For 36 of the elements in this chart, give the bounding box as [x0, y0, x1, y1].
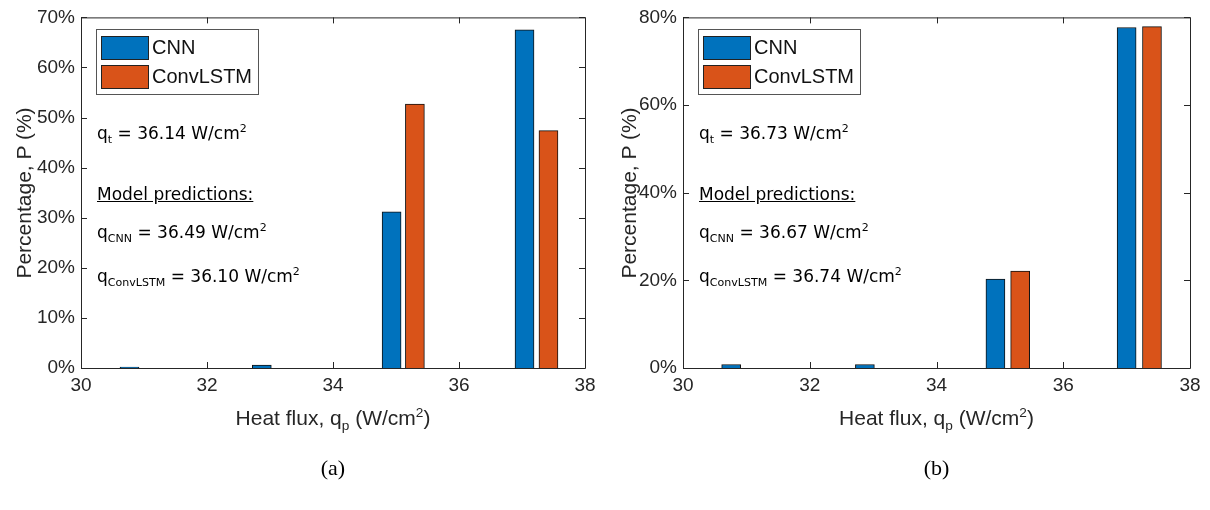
x-axis-title: Heat flux, q$_{p}$ (W/cm$^{2}$)	[234, 405, 432, 434]
legend-label: CNN	[754, 36, 798, 60]
y-axis-title: Percentage, P (%)	[617, 107, 640, 279]
x-tick-label: 38	[1179, 373, 1201, 395]
text: (b)	[922, 455, 951, 481]
x-tick-label: 36	[448, 373, 470, 395]
x-axis-title: Heat flux, q$_{p}$ (W/cm$^{2}$)	[838, 405, 1035, 434]
annotation: q$_{t}$ = 36.73 W/cm$^{2}$	[699, 121, 850, 149]
legend-label: CNN	[152, 36, 196, 60]
legend-label: ConvLSTM	[152, 65, 253, 89]
annotation: q$_{ConvLSTM}$ = 36.74 W/cm$^{2}$	[699, 264, 902, 292]
x-tick-label: 34	[925, 373, 948, 395]
y-tick-label: 70%	[36, 5, 76, 27]
y-tick-label: 20%	[36, 256, 76, 278]
y-tick-label: 80%	[638, 5, 678, 27]
x-tick-label: 32	[196, 373, 218, 395]
x-tick-label: 32	[799, 373, 821, 395]
x-tick-label: 34	[322, 373, 344, 395]
annotation: Model predictions:	[97, 183, 255, 207]
y-tick-label: 50%	[36, 105, 76, 127]
y-axis-title: Percentage, P (%)	[12, 107, 36, 279]
annotation: q$_{t}$ = 36.14 W/cm$^{2}$	[97, 121, 248, 149]
text: (a)	[319, 455, 347, 481]
x-tick-label: 36	[1052, 373, 1074, 395]
y-tick-label: 40%	[638, 180, 678, 202]
y-tick-label: 10%	[36, 306, 76, 328]
legend-label: ConvLSTM	[754, 65, 855, 89]
y-tick-label: 30%	[36, 205, 76, 227]
y-tick-label: 60%	[36, 55, 76, 77]
annotation: q$_{CNN}$ = 36.49 W/cm$^{2}$	[97, 220, 268, 248]
annotation: q$_{ConvLSTM}$ = 36.10 W/cm$^{2}$	[97, 264, 300, 292]
annotation: Model predictions:	[699, 183, 857, 207]
y-tick-label: 20%	[638, 268, 678, 290]
y-tick-label: 40%	[36, 155, 76, 177]
x-tick-label: 38	[574, 373, 596, 395]
annotation: q$_{CNN}$ = 36.67 W/cm$^{2}$	[699, 220, 870, 248]
